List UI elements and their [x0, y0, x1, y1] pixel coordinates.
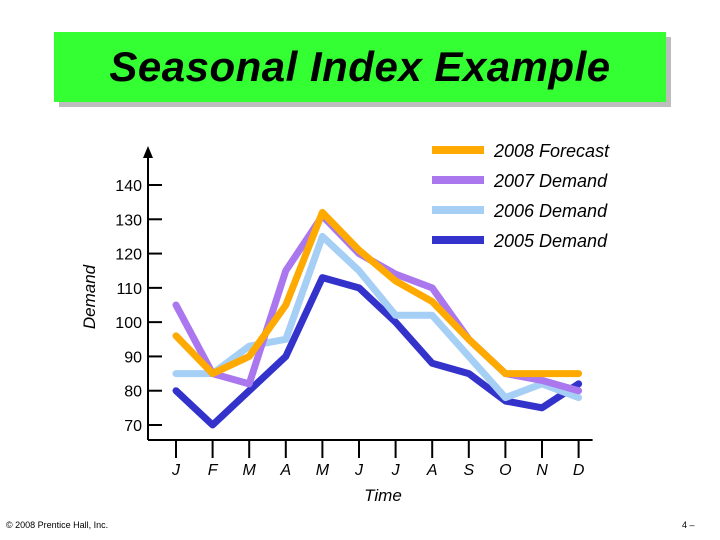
title-box: Seasonal Index Example: [54, 32, 666, 102]
y-tick-label: 100: [115, 315, 142, 332]
legend-label: 2007 Demand: [493, 171, 608, 191]
legend-label: 2006 Demand: [493, 201, 608, 221]
y-tick-label: 90: [124, 349, 142, 366]
x-tick-label: M: [316, 462, 330, 479]
x-tick-label: J: [354, 462, 364, 479]
y-tick-label: 110: [116, 281, 142, 298]
x-tick-label: F: [208, 462, 219, 479]
legend-label: 2005 Demand: [493, 231, 608, 251]
y-axis-arrow: [143, 146, 153, 158]
series-line: [172, 232, 583, 402]
series-line: [172, 208, 583, 378]
x-tick-label: N: [536, 462, 548, 479]
y-tick-label: 80: [124, 384, 142, 401]
series-line: [172, 274, 583, 429]
legend: 2008 Forecast 2007 Demand 2006 Demand 2005 …: [432, 141, 610, 251]
y-tick-label: 70: [124, 418, 142, 435]
x-tick-label: J: [171, 462, 181, 479]
y-axis-title: Demand: [80, 264, 99, 329]
y-tick-label: 140: [115, 178, 142, 195]
x-tick-label: A: [426, 462, 438, 479]
copyright-footer: © 2008 Prentice Hall, Inc.: [6, 520, 109, 530]
x-tick-label: O: [499, 462, 511, 479]
page-number: 4 –: [682, 520, 695, 530]
axes: 70 80 90 100 110 120 130 140 J F M A M J J A S O N D Time Dem…: [80, 146, 593, 505]
chart-title: Seasonal Index Example: [109, 43, 611, 90]
x-tick-label: A: [279, 462, 291, 479]
legend-label: 2008 Forecast: [493, 141, 610, 161]
y-tick-label: 120: [115, 247, 142, 264]
x-tick-label: J: [391, 462, 401, 479]
series-layer: [172, 208, 583, 429]
x-tick-label: S: [463, 462, 474, 479]
x-tick-label: M: [243, 462, 257, 479]
y-tick-label: 130: [115, 212, 142, 229]
x-tick-label: D: [573, 462, 585, 479]
x-axis-title: Time: [364, 486, 402, 505]
